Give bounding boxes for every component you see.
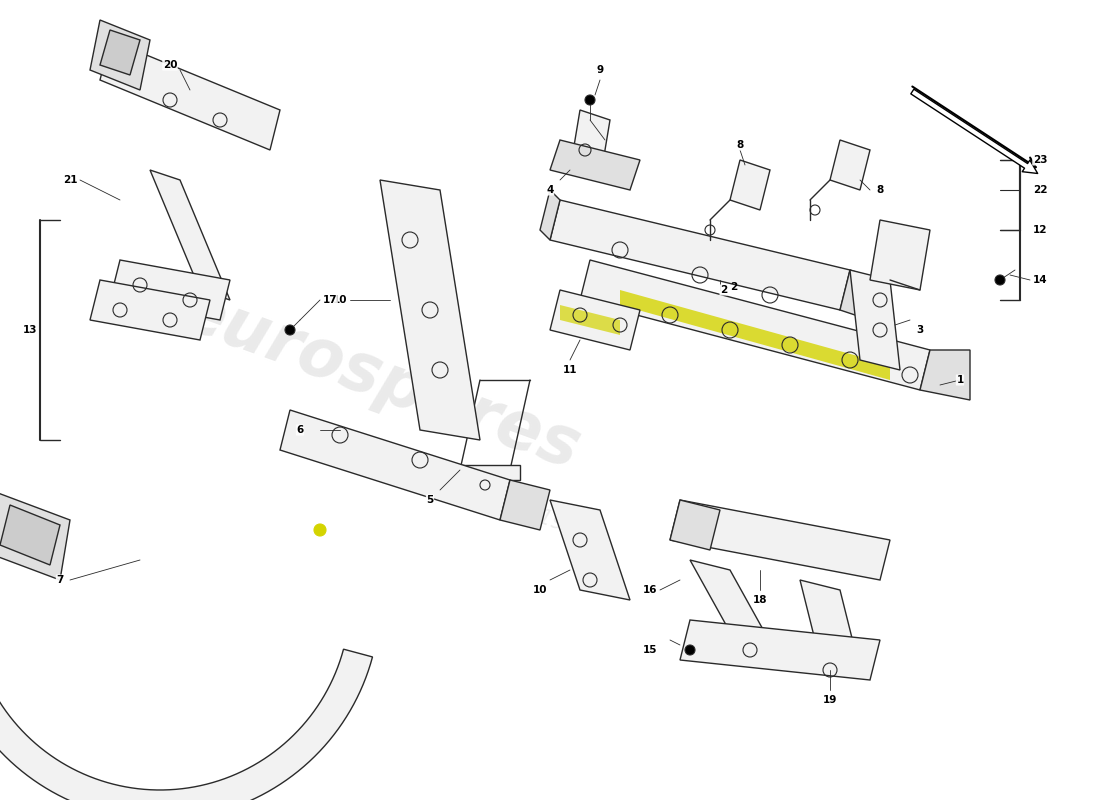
Text: 13: 13: [23, 325, 37, 335]
Polygon shape: [500, 480, 550, 530]
Text: 19: 19: [823, 695, 837, 705]
Text: 7: 7: [56, 575, 64, 585]
Polygon shape: [100, 40, 280, 150]
Text: 4: 4: [547, 185, 553, 195]
Polygon shape: [840, 270, 880, 320]
Polygon shape: [550, 290, 640, 350]
Text: 23: 23: [1033, 155, 1047, 165]
Text: 18: 18: [752, 595, 768, 605]
Text: 8: 8: [736, 140, 744, 150]
Text: 1: 1: [956, 375, 964, 385]
Text: 3: 3: [916, 325, 924, 335]
Polygon shape: [730, 160, 770, 210]
Text: 14: 14: [1033, 275, 1047, 285]
Polygon shape: [280, 410, 510, 520]
Polygon shape: [670, 500, 720, 550]
Polygon shape: [550, 200, 850, 310]
Polygon shape: [920, 350, 970, 400]
Text: 15: 15: [642, 645, 658, 655]
Circle shape: [314, 524, 326, 536]
Polygon shape: [450, 465, 520, 480]
Polygon shape: [100, 30, 140, 75]
Text: 21: 21: [63, 175, 77, 185]
Polygon shape: [870, 220, 930, 290]
Text: 8: 8: [877, 185, 883, 195]
Text: 9: 9: [596, 65, 604, 75]
Polygon shape: [150, 170, 230, 300]
Polygon shape: [850, 270, 900, 370]
Polygon shape: [570, 110, 611, 180]
Text: 16: 16: [642, 585, 658, 595]
Text: 17: 17: [322, 295, 338, 305]
Circle shape: [585, 95, 595, 105]
Text: a passion for parts since 1985: a passion for parts since 1985: [288, 417, 592, 543]
Text: 10: 10: [532, 585, 548, 595]
Text: 20: 20: [163, 60, 177, 70]
Circle shape: [685, 645, 695, 655]
Text: 6: 6: [296, 425, 304, 435]
Polygon shape: [0, 490, 70, 580]
Circle shape: [285, 325, 295, 335]
Text: 2: 2: [720, 285, 727, 295]
Text: 2: 2: [730, 282, 737, 292]
Polygon shape: [580, 260, 930, 390]
Text: 22: 22: [1033, 185, 1047, 195]
Polygon shape: [90, 280, 210, 340]
Polygon shape: [800, 580, 860, 670]
Polygon shape: [550, 140, 640, 190]
Polygon shape: [90, 20, 150, 90]
Text: eurospares: eurospares: [170, 277, 590, 483]
Text: 5: 5: [427, 495, 433, 505]
Polygon shape: [0, 649, 373, 800]
Polygon shape: [690, 560, 780, 660]
Polygon shape: [620, 290, 890, 380]
Polygon shape: [680, 620, 880, 680]
Polygon shape: [540, 190, 560, 240]
Polygon shape: [830, 140, 870, 190]
Text: 11: 11: [563, 365, 578, 375]
Polygon shape: [379, 180, 480, 440]
Polygon shape: [550, 500, 630, 600]
Polygon shape: [110, 260, 230, 320]
Text: 10: 10: [332, 295, 348, 305]
Polygon shape: [560, 305, 620, 335]
Polygon shape: [0, 505, 60, 565]
Text: 12: 12: [1033, 225, 1047, 235]
Polygon shape: [670, 500, 890, 580]
Circle shape: [996, 275, 1005, 285]
